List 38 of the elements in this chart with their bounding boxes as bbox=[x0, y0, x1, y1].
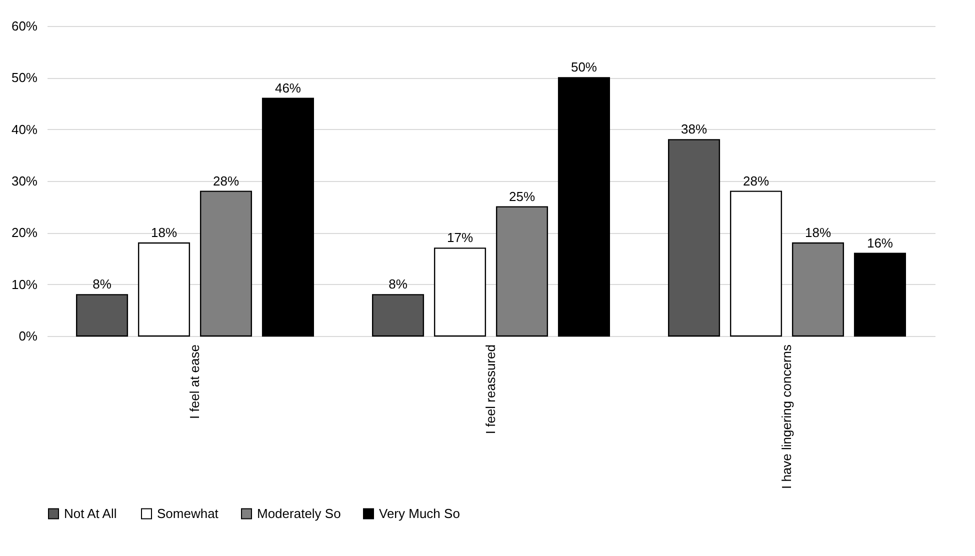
x-tick-label: I feel reassured bbox=[483, 344, 498, 434]
data-label: 17% bbox=[446, 230, 474, 246]
legend-label: Very Much So bbox=[379, 506, 460, 521]
bar bbox=[496, 206, 548, 337]
data-label: 25% bbox=[508, 188, 536, 204]
bar bbox=[730, 190, 782, 337]
bar bbox=[372, 294, 424, 337]
data-label: 28% bbox=[742, 173, 770, 188]
y-tick-label: 0% bbox=[18, 328, 38, 344]
bar bbox=[668, 139, 720, 337]
bar bbox=[854, 252, 906, 337]
data-label: 18% bbox=[804, 225, 832, 240]
bar bbox=[262, 98, 314, 337]
data-label: 50% bbox=[570, 60, 598, 75]
bar bbox=[138, 242, 190, 337]
y-tick-label: 10% bbox=[11, 276, 38, 292]
y-tick-label: 20% bbox=[11, 225, 38, 240]
data-label: 8% bbox=[388, 276, 408, 292]
legend-label: Somewhat bbox=[157, 506, 219, 521]
y-tick-label: 30% bbox=[11, 174, 38, 188]
y-tick-label: 50% bbox=[11, 70, 38, 86]
legend-label: Not At All bbox=[64, 506, 117, 521]
data-label: 38% bbox=[681, 122, 708, 137]
legend-label: Moderately So bbox=[257, 506, 341, 521]
data-label: 16% bbox=[866, 235, 894, 250]
data-label: 28% bbox=[212, 173, 240, 188]
bar bbox=[434, 248, 486, 337]
data-label: 8% bbox=[92, 276, 112, 292]
y-tick-label: 40% bbox=[11, 122, 38, 137]
x-tick-label: I have lingering concerns bbox=[779, 344, 794, 490]
bar bbox=[558, 77, 610, 337]
y-tick-label: 60% bbox=[11, 18, 38, 34]
x-tick-label: I feel at ease bbox=[187, 344, 202, 419]
bar bbox=[76, 294, 128, 337]
data-label: 18% bbox=[150, 225, 178, 240]
bar bbox=[200, 190, 252, 337]
bar bbox=[792, 242, 844, 337]
data-label: 46% bbox=[274, 80, 302, 96]
